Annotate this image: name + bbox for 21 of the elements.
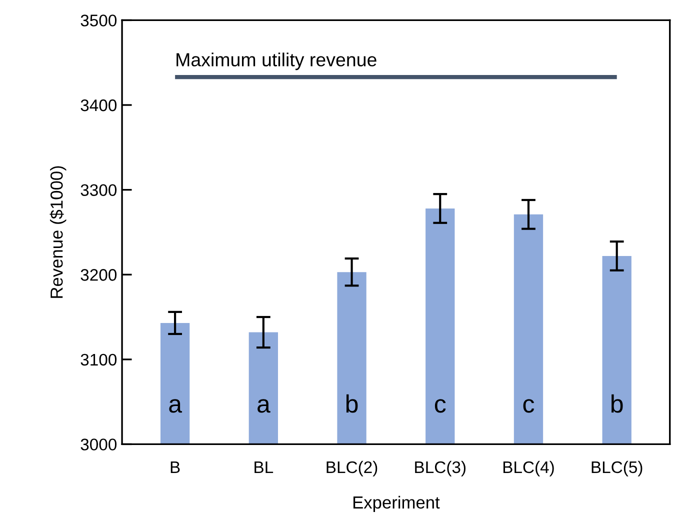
y-tick-label: 3200 [80, 269, 117, 281]
ref-line-label: Maximum utility revenue [176, 52, 376, 70]
x-tick-label: BLC(2) [326, 460, 378, 476]
annotation: a [169, 399, 182, 413]
x-tick-label: BLC(4) [503, 460, 554, 476]
x-tick-label: BLC(5) [592, 460, 642, 476]
y-axis-title: Revenue ($1000) [50, 166, 66, 298]
x-axis-title: Experiment [353, 496, 440, 512]
y-tick-label: 3500 [80, 14, 117, 26]
x-tick-label: B [170, 462, 180, 473]
y-tick-label: 3000 [80, 438, 117, 450]
x-tick-label: BLC(3) [415, 460, 466, 476]
annotation: b [612, 394, 623, 413]
y-tick-label: 3300 [80, 184, 117, 196]
annotation: b [346, 394, 358, 413]
annotation: c [434, 399, 446, 413]
y-tick-label: 3100 [80, 354, 117, 366]
y-tick-label: 3400 [80, 99, 117, 112]
x-tick-label: BL [254, 462, 274, 473]
annotation: c [523, 399, 534, 413]
annotation: a [258, 399, 270, 413]
